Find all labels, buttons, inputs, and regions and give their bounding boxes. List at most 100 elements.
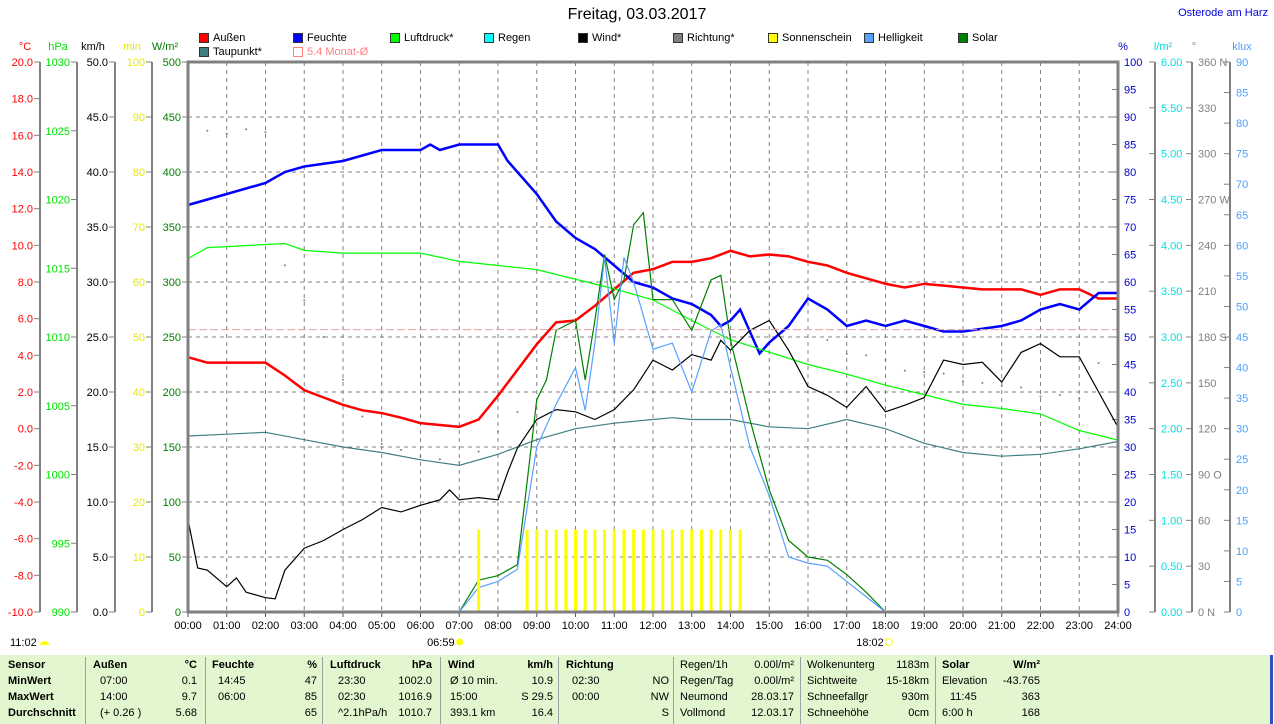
direction-point — [923, 371, 926, 374]
axis-tick-label-direction: 330 — [1198, 103, 1216, 115]
axis-tick-label-direction: 360 N — [1198, 57, 1227, 69]
direction-point — [865, 354, 868, 357]
table-cell: Sensor — [8, 659, 46, 671]
table-cell: Elevation — [942, 675, 988, 687]
legend-swatch — [484, 33, 494, 43]
sunshine-bar — [738, 529, 742, 612]
station-name: Osterode am Harz — [1178, 7, 1268, 19]
legend-swatch — [578, 33, 588, 43]
direction-point — [903, 369, 906, 372]
axis-tick-label-pressure: 1010 — [46, 332, 70, 344]
table-cell: Regen/1h — [680, 659, 728, 671]
x-tick-label: 18:00 — [872, 620, 900, 632]
axis-unit-rain: l/m² — [1154, 41, 1173, 53]
axis-tick-label-sunmin: 100 — [127, 57, 145, 69]
table-cell: 14:45 — [218, 675, 246, 687]
table-cell: Richtung — [566, 659, 614, 671]
table-cell: Luftdruck — [330, 659, 381, 671]
x-tick-label: 24:00 — [1104, 620, 1132, 632]
legend-item: Regen — [484, 32, 530, 44]
table-cell: Solar — [942, 659, 970, 671]
table-divider — [800, 657, 801, 724]
axis-tick-label-rain: 1.50 — [1161, 470, 1182, 482]
table-cell: 15:00 — [450, 691, 478, 703]
x-tick-label: 01:00 — [213, 620, 241, 632]
table-cell: Durchschnitt — [8, 707, 76, 719]
legend-item: Außen — [199, 32, 245, 44]
sunshine-bar — [622, 529, 626, 612]
axis-tick-label-solar: 200 — [163, 387, 181, 399]
series-feuchte-line — [187, 143, 1118, 356]
direction-point — [225, 132, 228, 135]
table-cell: MaxWert — [8, 691, 54, 703]
axis-tick-label-temp: -8.0 — [14, 570, 33, 582]
x-tick-label: 15:00 — [755, 620, 783, 632]
x-tick-label: 09:00 — [523, 620, 551, 632]
x-tick-label: 17:00 — [833, 620, 861, 632]
sunshine-bar — [632, 529, 636, 612]
axis-tick-label-pressure: 1015 — [46, 263, 70, 275]
table-cell: MinWert — [8, 675, 52, 687]
axis-tick-label-wind: 5.0 — [93, 552, 108, 564]
axis-tick-label-pressure: 1005 — [46, 401, 70, 413]
axis-tick-label-sunmin: 40 — [133, 387, 145, 399]
legend-label: Regen — [498, 32, 531, 44]
axis-unit-sunmin: min — [123, 41, 141, 53]
sunshine-bar — [535, 529, 539, 612]
axis-tick-label-wind: 15.0 — [87, 442, 108, 454]
table-cell: 1016.9 — [398, 691, 432, 703]
axis-tick-label-lux: 0 — [1236, 607, 1242, 619]
direction-point — [1058, 394, 1061, 397]
table-cell: 15-18km — [886, 675, 929, 687]
axis-tick-label-solar: 400 — [163, 167, 181, 179]
axis-tick-label-lux: 40 — [1236, 363, 1248, 375]
series-luftdruck--line — [187, 242, 1119, 441]
table-cell: Schneehöhe — [807, 707, 869, 719]
axis-tick-label-lux: 70 — [1236, 179, 1248, 191]
axis-tick-label-temp: 18.0 — [12, 94, 33, 106]
sunshine-bar — [709, 529, 713, 612]
sunshine-bar — [651, 529, 655, 612]
sunshine-bar — [670, 529, 674, 612]
direction-point — [400, 449, 403, 452]
legend-item: Luftdruck* — [390, 32, 454, 44]
table-cell: W/m² — [1013, 659, 1040, 671]
table-cell: 0.1 — [181, 675, 197, 687]
axis-tick-label-pressure: 1020 — [46, 195, 70, 207]
table-cell: 5.68 — [175, 707, 197, 719]
axis-tick-label-humidity: 15 — [1124, 525, 1136, 537]
sunshine-bar — [564, 529, 568, 612]
sunset-icon — [884, 638, 893, 646]
direction-point — [1000, 384, 1003, 387]
table-divider — [85, 657, 86, 724]
axis-tick-label-solar: 450 — [163, 112, 181, 124]
table-cell: S 29.5 — [521, 691, 553, 703]
axis-unit-wind: km/h — [81, 41, 105, 53]
direction-point — [264, 131, 267, 134]
axis-tick-label-humidity: 70 — [1124, 222, 1136, 234]
legend-label: Feuchte — [307, 32, 347, 44]
axis-tick-label-humidity: 95 — [1124, 85, 1136, 97]
axis-tick-label-humidity: 40 — [1124, 387, 1136, 399]
weather-chart: 00:00 01:00 02:00 03:00 04:00 05:00 06:00 07:00… — [8, 41, 1252, 649]
x-tick-label: 10:00 — [562, 620, 590, 632]
axis-tick-label-humidity: 85 — [1124, 140, 1136, 152]
axis-tick-label-sunmin: 50 — [133, 332, 145, 344]
axis-tick-label-pressure: 990 — [52, 607, 70, 619]
table-cell: 9.7 — [181, 691, 197, 703]
axis-tick-label-direction: 0 N — [1198, 607, 1215, 619]
table-cell: 28.03.17 — [751, 691, 794, 703]
axis-tick-label-temp: 10.0 — [12, 240, 33, 252]
direction-point — [826, 339, 829, 342]
direction-point — [1039, 395, 1042, 398]
axis-tick-label-direction: 60 — [1198, 515, 1210, 527]
x-tick-label: 13:00 — [678, 620, 706, 632]
axis-tick-label-direction: 150 — [1198, 378, 1216, 390]
table-cell: ^2.1hPa/h — [338, 707, 388, 719]
axis-tick-label-temp: 6.0 — [18, 314, 33, 326]
axis-tick-label-lux: 20 — [1236, 485, 1248, 497]
direction-point — [419, 455, 422, 458]
series-solar-line — [458, 211, 886, 613]
sunshine-bar — [641, 529, 645, 612]
legend-swatch — [293, 33, 303, 43]
